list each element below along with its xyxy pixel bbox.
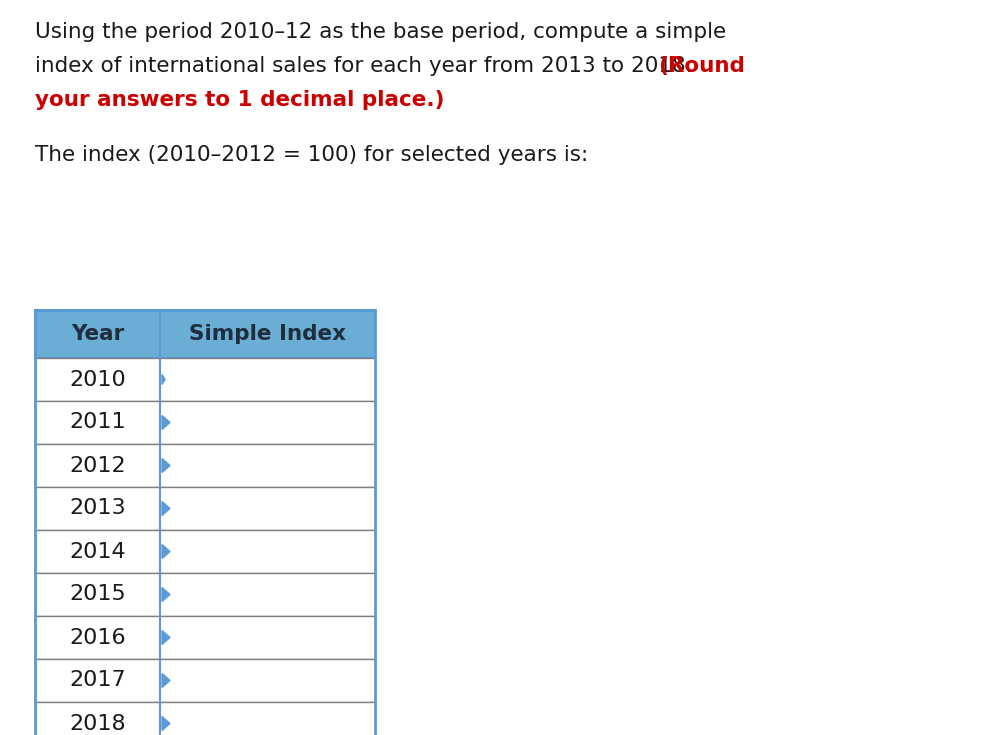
Bar [35,444,375,487]
Text: your answers to 1 decimal place.): your answers to 1 decimal place.) [35,90,444,110]
Bar [35,310,375,358]
Polygon shape [162,717,170,731]
Bar [35,401,375,444]
Text: 2018: 2018 [69,714,126,734]
Bar [35,702,375,735]
Bar [35,358,375,401]
Polygon shape [162,501,170,515]
Text: 2017: 2017 [69,670,126,690]
Text: 2011: 2011 [69,412,126,432]
Text: Using the period 2010–12 as the base period, compute a simple: Using the period 2010–12 as the base per… [35,22,726,42]
Bar [35,487,375,530]
Polygon shape [162,375,165,384]
Text: 2010: 2010 [69,370,126,390]
Text: The index (2010–2012 = 100) for selected years is:: The index (2010–2012 = 100) for selected… [35,145,588,165]
Bar [35,616,375,659]
Polygon shape [162,673,170,687]
Bar [35,573,375,616]
Text: 2015: 2015 [69,584,126,604]
Polygon shape [162,415,170,429]
Text: (Round: (Round [658,56,745,76]
Text: Year: Year [70,324,124,344]
Text: index of international sales for each year from 2013 to 2018.: index of international sales for each ye… [35,56,699,76]
Text: 2014: 2014 [69,542,126,562]
Polygon shape [162,545,170,559]
Polygon shape [162,631,170,645]
Text: 2012: 2012 [69,456,126,476]
Text: 2016: 2016 [69,628,126,648]
Polygon shape [162,587,170,601]
Bar [35,530,375,573]
Polygon shape [162,459,170,473]
Text: 2013: 2013 [69,498,126,518]
Bar [35,659,375,702]
Text: Simple Index: Simple Index [189,324,346,344]
